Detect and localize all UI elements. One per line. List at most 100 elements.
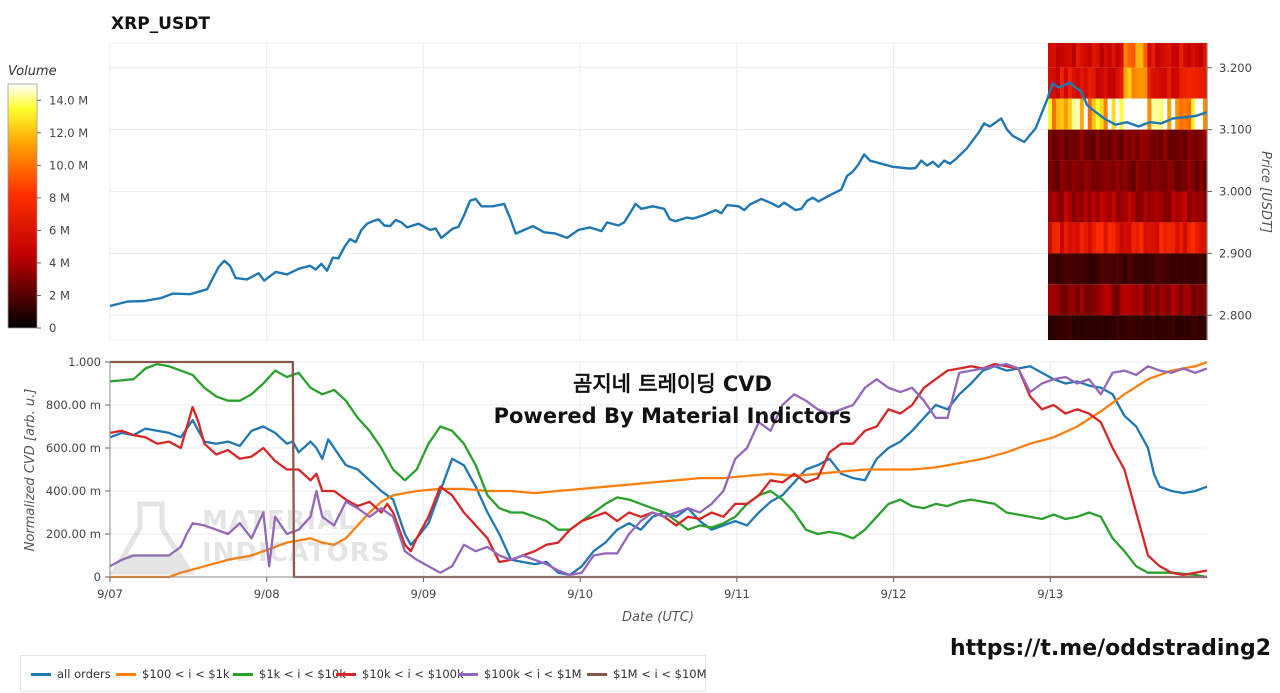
heatmap-cell bbox=[1179, 160, 1184, 192]
heatmap-cell bbox=[1159, 222, 1164, 254]
legend-item[interactable]: $10k < i < $100k bbox=[336, 667, 464, 681]
heatmap-cell bbox=[1067, 222, 1073, 254]
heatmap-cell bbox=[1131, 253, 1137, 285]
heatmap-cell bbox=[1119, 160, 1125, 192]
heatmap-cell bbox=[1075, 191, 1081, 223]
cvd-series-line bbox=[110, 360, 1208, 579]
heatmap-cell bbox=[1163, 129, 1168, 161]
heatmap-cell bbox=[1067, 129, 1073, 161]
price-tick-label: 3.100 bbox=[1219, 123, 1252, 137]
heatmap-cell bbox=[1107, 222, 1113, 254]
cvd-y-tick-label: 0 bbox=[94, 570, 101, 584]
heatmap-cell bbox=[1131, 191, 1137, 223]
heatmap-cell bbox=[1151, 129, 1156, 161]
heatmap-cell bbox=[1163, 67, 1168, 99]
heatmap-cell bbox=[1048, 43, 1053, 68]
heatmap-cell bbox=[1159, 67, 1164, 99]
legend-swatch bbox=[458, 673, 478, 676]
heatmap-cell bbox=[1135, 284, 1141, 316]
heatmap-cell bbox=[1079, 284, 1085, 316]
heatmap-cell bbox=[1075, 284, 1081, 316]
heatmap-cell bbox=[1099, 129, 1105, 161]
heatmap-cell bbox=[1048, 222, 1053, 254]
heatmap-cell bbox=[1048, 129, 1053, 161]
heatmap-cell bbox=[1139, 67, 1144, 99]
heatmap-cell bbox=[1091, 222, 1097, 254]
legend-item[interactable]: $100 < i < $1k bbox=[116, 667, 230, 681]
heatmap-cell bbox=[1107, 43, 1113, 68]
heatmap-cell bbox=[1151, 222, 1156, 254]
heatmap-cell bbox=[1123, 222, 1129, 254]
heatmap-cell bbox=[1155, 160, 1160, 192]
heatmap-cell bbox=[1183, 43, 1188, 68]
heatmap-cell bbox=[1051, 315, 1057, 340]
heatmap-cell bbox=[1051, 43, 1057, 68]
cvd-y-tick-label: 200.00 m bbox=[46, 527, 101, 541]
price-grid bbox=[109, 43, 1208, 340]
heatmap-cell bbox=[1111, 160, 1117, 192]
heatmap-cell bbox=[1055, 222, 1061, 254]
heatmap-cell bbox=[1135, 191, 1141, 223]
heatmap-cell bbox=[1191, 43, 1196, 68]
chart-title: XRP_USDT bbox=[111, 14, 210, 34]
legend-swatch bbox=[233, 673, 253, 676]
cvd-y-tick-label: 800.00 m bbox=[46, 398, 101, 412]
heatmap-cell bbox=[1183, 253, 1188, 285]
overlay-line1: 곰지네 트레이딩 CVD bbox=[573, 372, 772, 396]
heatmap-cell bbox=[1123, 67, 1129, 99]
heatmap-cell bbox=[1127, 67, 1133, 99]
heatmap-cell bbox=[1203, 284, 1208, 316]
heatmap-cell bbox=[1079, 315, 1085, 340]
heatmap-cell bbox=[1048, 191, 1053, 223]
heatmap-cell bbox=[1111, 43, 1117, 68]
heatmap-cell bbox=[1175, 67, 1180, 99]
heatmap-cell bbox=[1079, 222, 1085, 254]
heatmap-cell bbox=[1095, 67, 1101, 99]
legend-swatch bbox=[587, 673, 607, 676]
heatmap-cell bbox=[1167, 284, 1172, 316]
heatmap-cell bbox=[1051, 98, 1057, 130]
heatmap-cell bbox=[1055, 253, 1061, 285]
heatmap-cell bbox=[1131, 284, 1137, 316]
heatmap-cell bbox=[1115, 160, 1121, 192]
heatmap-cell bbox=[1083, 67, 1089, 99]
heatmap-cell bbox=[1087, 129, 1093, 161]
heatmap-cell bbox=[1051, 253, 1057, 285]
heatmap-cell bbox=[1059, 222, 1065, 254]
legend-item[interactable]: $100k < i < $1M bbox=[458, 667, 582, 681]
legend-item[interactable]: $1M < i < $10M bbox=[587, 667, 707, 681]
heatmap-cell bbox=[1103, 67, 1109, 99]
legend-item[interactable]: $1k < i < $10k bbox=[233, 667, 346, 681]
heatmap-cell bbox=[1187, 129, 1192, 161]
legend-item[interactable]: all orders bbox=[31, 667, 111, 681]
colorbar bbox=[7, 83, 38, 329]
heatmap-cell bbox=[1111, 222, 1117, 254]
x-axis-label: Date (UTC) bbox=[622, 610, 694, 625]
heatmap-cell bbox=[1171, 98, 1176, 130]
heatmap-cell bbox=[1195, 129, 1200, 161]
colorbar-tick-label: 10.0 M bbox=[49, 158, 88, 172]
heatmap-cell bbox=[1147, 284, 1152, 316]
heatmap-cell bbox=[1163, 43, 1168, 68]
telegram-link[interactable]: https://t.me/oddstrading2 bbox=[950, 636, 1272, 661]
heatmap-cell bbox=[1163, 160, 1168, 192]
heatmap-cell bbox=[1119, 98, 1125, 130]
cvd-x-tick-label: 9/13 bbox=[1037, 587, 1063, 601]
heatmap-cell bbox=[1123, 129, 1129, 161]
heatmap-cell bbox=[1183, 98, 1188, 130]
heatmap-cell bbox=[1071, 129, 1077, 161]
heatmap-cell bbox=[1143, 222, 1148, 254]
heatmap-cell bbox=[1103, 160, 1109, 192]
heatmap-cell bbox=[1063, 43, 1069, 68]
heatmap-cell bbox=[1079, 67, 1085, 99]
price-tick-label: 2.800 bbox=[1219, 308, 1252, 322]
heatmap-cell bbox=[1143, 67, 1148, 99]
heatmap-cell bbox=[1199, 284, 1204, 316]
heatmap-cell bbox=[1191, 222, 1196, 254]
heatmap-cell bbox=[1115, 284, 1121, 316]
heatmap-cell bbox=[1127, 222, 1133, 254]
heatmap-cell bbox=[1179, 253, 1184, 285]
watermark-line1: MATERIAL bbox=[202, 506, 356, 536]
heatmap-cell bbox=[1048, 284, 1053, 316]
heatmap-cell bbox=[1203, 160, 1208, 192]
